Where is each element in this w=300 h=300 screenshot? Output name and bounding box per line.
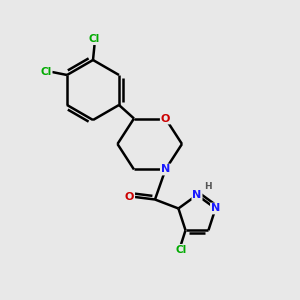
Text: O: O — [161, 113, 170, 124]
Text: N: N — [211, 203, 220, 214]
Text: Cl: Cl — [40, 67, 52, 77]
Text: N: N — [192, 190, 202, 200]
Text: H: H — [205, 182, 212, 191]
Text: Cl: Cl — [89, 34, 100, 44]
Text: O: O — [125, 191, 134, 202]
Text: Cl: Cl — [176, 245, 187, 255]
Text: N: N — [161, 164, 170, 175]
